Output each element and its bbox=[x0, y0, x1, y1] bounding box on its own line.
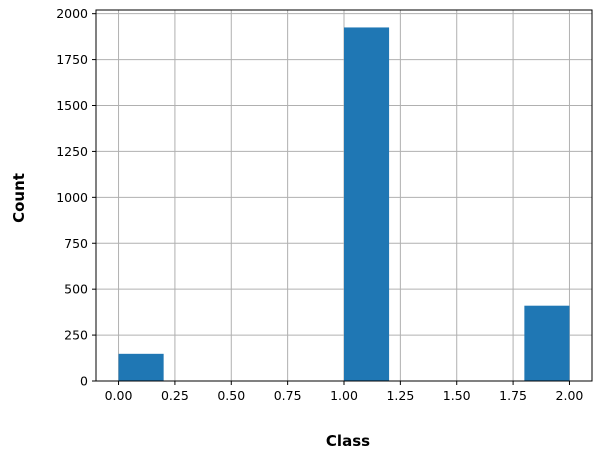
y-tick-label: 0 bbox=[80, 374, 88, 389]
y-tick-label: 2000 bbox=[56, 6, 88, 21]
histogram-bar bbox=[344, 27, 390, 381]
y-tick-label: 1250 bbox=[56, 144, 88, 159]
x-axis-ticks: 0.00 0.25 0.50 0.75 1.00 1.25 1.50 1.75 2.00 bbox=[105, 381, 584, 403]
x-tick-label: 1.75 bbox=[499, 388, 527, 403]
y-tick-label: 1500 bbox=[56, 98, 88, 113]
y-tick-label: 250 bbox=[64, 328, 88, 343]
y-axis-label: Count bbox=[10, 173, 28, 223]
x-tick-label: 0.50 bbox=[217, 388, 245, 403]
x-tick-label: 1.25 bbox=[386, 388, 414, 403]
histogram-bar bbox=[524, 305, 570, 381]
x-tick-label: 2.00 bbox=[556, 388, 584, 403]
y-tick-label: 750 bbox=[64, 236, 88, 251]
y-tick-label: 1000 bbox=[56, 190, 88, 205]
histogram-bars bbox=[118, 27, 570, 381]
y-tick-label: 500 bbox=[64, 282, 88, 297]
x-tick-label: 0.00 bbox=[105, 388, 133, 403]
x-tick-label: 0.25 bbox=[161, 388, 189, 403]
y-tick-label: 1750 bbox=[56, 52, 88, 67]
x-tick-label: 0.75 bbox=[274, 388, 302, 403]
y-axis-ticks: 0 250 500 750 1000 1250 1500 1750 2000 bbox=[56, 6, 96, 389]
x-tick-label: 1.50 bbox=[443, 388, 471, 403]
x-axis-label: Class bbox=[326, 432, 370, 450]
histogram-bar bbox=[118, 353, 164, 381]
x-tick-label: 1.00 bbox=[330, 388, 358, 403]
